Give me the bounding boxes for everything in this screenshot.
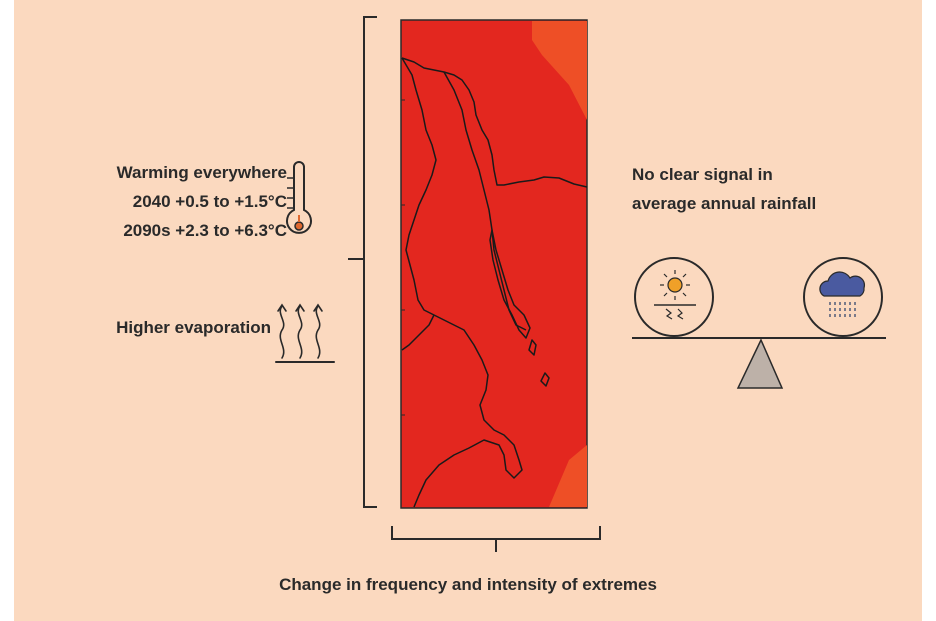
- map-warmer-region-top: [532, 21, 587, 120]
- infographic-canvas: Warming everywhere 2040 +0.5 to +1.5°C 2…: [14, 0, 922, 621]
- rainfall-line-2: average annual rainfall: [632, 194, 817, 213]
- warming-2040-range: 2040 +0.5 to +1.5°C: [132, 192, 287, 211]
- projection-map: [400, 19, 588, 509]
- horizontal-bracket: [391, 526, 601, 552]
- thermometer-icon: [286, 161, 312, 234]
- map-warmer-region-bottom: [549, 445, 587, 507]
- evaporation-label: Higher evaporation: [116, 318, 271, 337]
- evaporation-arrows-icon: [275, 303, 335, 363]
- warming-title: Warming everywhere: [116, 163, 287, 182]
- balance-scale-icon: [632, 337, 886, 389]
- map-tick-marks: [401, 99, 405, 416]
- vertical-bracket: [348, 16, 377, 508]
- rainfall-line-1: No clear signal in: [632, 165, 773, 184]
- warming-2090-range: 2090s +2.3 to +6.3°C: [123, 221, 287, 240]
- extremes-label: Change in frequency and intensity of ext…: [279, 575, 657, 594]
- map-borders: [401, 57, 588, 508]
- rain-cloud-icon: [803, 257, 883, 337]
- sun-drought-icon: [634, 257, 714, 337]
